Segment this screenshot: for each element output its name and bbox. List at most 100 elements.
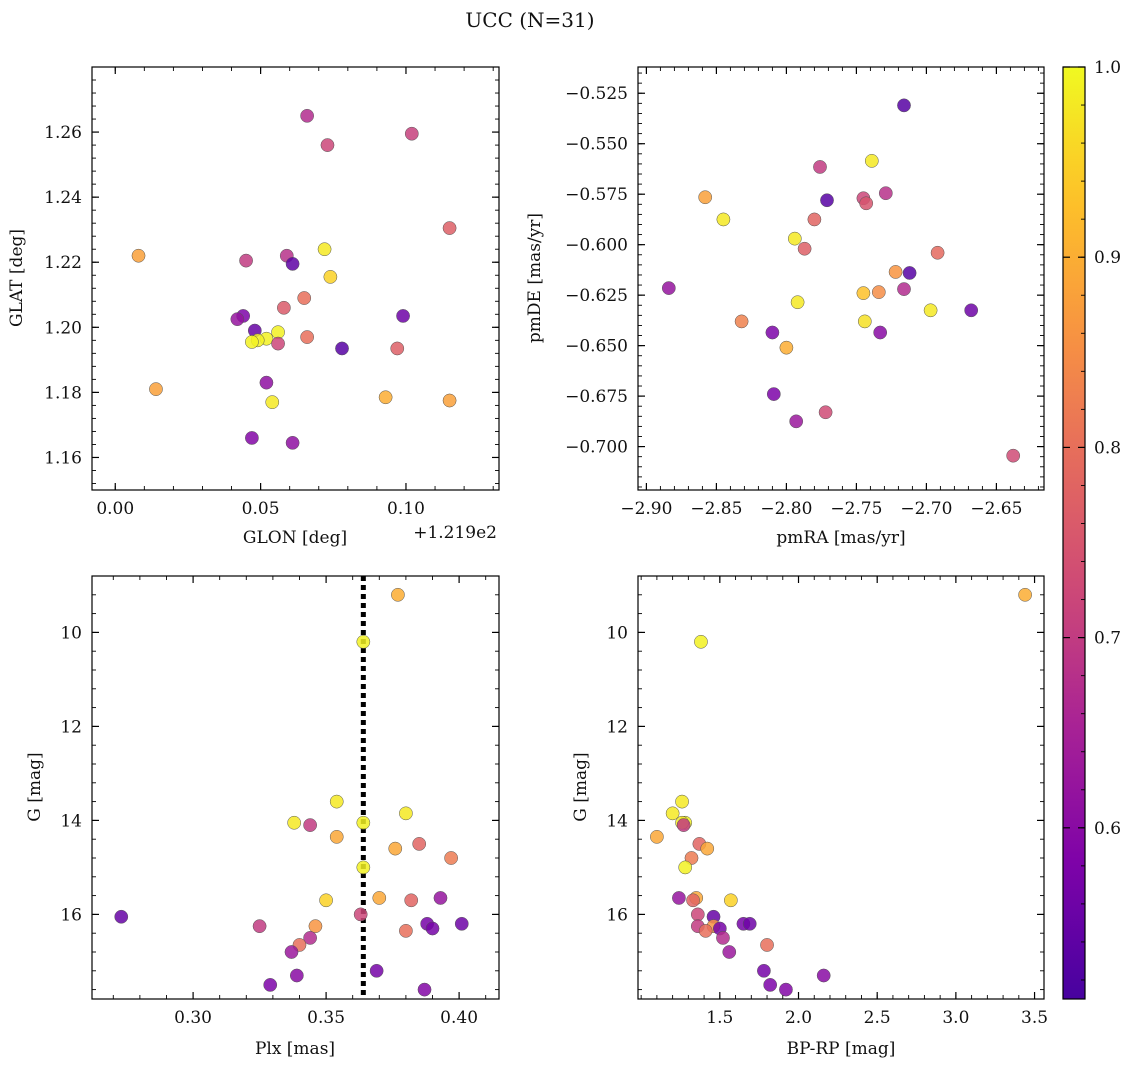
data-point bbox=[797, 241, 812, 256]
data-point bbox=[454, 916, 469, 931]
data-point bbox=[284, 945, 299, 959]
x-tick-label: −2.70 bbox=[900, 499, 952, 519]
data-point bbox=[245, 335, 259, 349]
colorbar-tick-label: 0.7 bbox=[1094, 629, 1121, 649]
data-point bbox=[285, 257, 300, 271]
data-point bbox=[390, 341, 405, 356]
x-offset-text: +1.219e2 bbox=[413, 523, 497, 543]
y-tick-label: −0.625 bbox=[565, 286, 628, 306]
data-point bbox=[442, 393, 457, 408]
y-tick-label: 1.20 bbox=[44, 318, 82, 338]
data-point bbox=[259, 375, 274, 390]
x-tick-label: −2.75 bbox=[830, 499, 882, 519]
y-tick-label: −0.575 bbox=[565, 185, 628, 205]
data-point bbox=[391, 587, 405, 602]
data-point bbox=[308, 919, 323, 934]
data-point bbox=[300, 330, 314, 344]
data-point bbox=[878, 186, 893, 201]
data-point bbox=[694, 634, 708, 649]
y-axis-label: pmDE [mas/yr] bbox=[525, 213, 545, 343]
data-point bbox=[742, 916, 757, 931]
data-point bbox=[404, 893, 419, 908]
data-point bbox=[873, 325, 888, 340]
y-tick-label: 1.26 bbox=[44, 123, 82, 143]
data-point bbox=[716, 931, 730, 945]
data-point bbox=[353, 907, 368, 922]
x-tick-label: 3.0 bbox=[942, 1008, 969, 1028]
data-point bbox=[690, 907, 705, 922]
data-point bbox=[930, 245, 945, 260]
data-point bbox=[779, 340, 794, 355]
y-tick-label: −0.600 bbox=[565, 236, 628, 256]
data-point bbox=[676, 818, 691, 832]
axes-frame bbox=[637, 66, 1045, 491]
parallax-magnitude-plot: 0.30 0.35 0.40 10 12 14 16 Plx [mas] G [mag] bbox=[25, 575, 500, 1059]
data-point bbox=[760, 938, 774, 952]
data-point bbox=[787, 231, 802, 246]
x-tick-label: 2.5 bbox=[864, 1008, 891, 1028]
data-point bbox=[265, 395, 280, 409]
x-tick-label: 0.00 bbox=[96, 499, 134, 519]
data-point bbox=[300, 108, 314, 123]
y-tick-label: −0.650 bbox=[565, 337, 628, 357]
x-tick-label: 1.5 bbox=[706, 1008, 733, 1028]
data-point bbox=[734, 314, 749, 329]
x-tick-label: 0.30 bbox=[174, 1008, 212, 1028]
data-point bbox=[297, 291, 312, 305]
data-point bbox=[698, 190, 713, 205]
data-point bbox=[323, 270, 338, 284]
data-point bbox=[813, 160, 827, 174]
y-tick-label: −0.525 bbox=[565, 84, 628, 104]
y-tick-label: 1.22 bbox=[44, 253, 82, 273]
data-point bbox=[396, 309, 410, 323]
data-point bbox=[287, 815, 302, 830]
data-point bbox=[1018, 587, 1032, 602]
data-point bbox=[857, 314, 872, 329]
data-point bbox=[897, 282, 911, 296]
data-point bbox=[252, 919, 267, 934]
data-point bbox=[807, 212, 822, 227]
y-axis-label: G [mag] bbox=[25, 752, 45, 821]
x-axis-label: Plx [mas] bbox=[255, 1039, 335, 1059]
data-point bbox=[864, 154, 879, 168]
data-point bbox=[923, 303, 938, 318]
data-point bbox=[399, 924, 413, 938]
data-point bbox=[239, 253, 253, 268]
data-point bbox=[369, 963, 384, 978]
data-point bbox=[388, 841, 403, 856]
data-point bbox=[263, 978, 278, 992]
data-point bbox=[678, 860, 693, 875]
y-tick-label: 1.18 bbox=[44, 383, 82, 403]
y-axis-label: GLAT [deg] bbox=[7, 229, 27, 327]
data-point bbox=[417, 982, 432, 997]
data-point bbox=[672, 891, 686, 905]
data-point bbox=[897, 98, 911, 113]
y-tick-label: 14 bbox=[60, 811, 82, 831]
data-point bbox=[766, 387, 781, 401]
data-point bbox=[1006, 448, 1021, 463]
x-tick-label: −2.90 bbox=[620, 499, 672, 519]
data-point bbox=[675, 794, 689, 809]
y-tick-label: 1.24 bbox=[44, 188, 82, 208]
data-point bbox=[285, 435, 300, 450]
axes-frame bbox=[91, 575, 500, 1000]
y-tick-label: 10 bbox=[60, 623, 82, 643]
data-point bbox=[820, 193, 834, 208]
x-axis-label: pmRA [mas/yr] bbox=[776, 528, 905, 548]
data-point bbox=[425, 921, 440, 936]
data-point bbox=[317, 242, 332, 257]
data-point bbox=[114, 909, 129, 924]
data-point bbox=[661, 281, 676, 295]
data-point bbox=[245, 431, 259, 445]
data-point bbox=[378, 390, 393, 405]
x-tick-label: 0.35 bbox=[307, 1008, 345, 1028]
data-point bbox=[818, 405, 833, 420]
data-point bbox=[271, 336, 285, 351]
data-point bbox=[698, 924, 713, 938]
data-point bbox=[964, 303, 979, 318]
data-point bbox=[700, 841, 715, 856]
data-point bbox=[303, 818, 317, 832]
data-point bbox=[765, 325, 780, 340]
x-tick-label: 0.40 bbox=[440, 1008, 478, 1028]
